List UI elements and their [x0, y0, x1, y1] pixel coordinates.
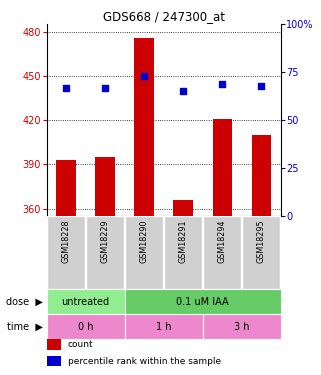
Bar [95, 157, 115, 216]
Text: dose  ▶: dose ▶ [6, 297, 43, 307]
Bar [213, 119, 232, 216]
Text: untreated: untreated [62, 297, 110, 307]
Bar [164, 216, 202, 289]
Point [220, 81, 225, 87]
Title: GDS668 / 247300_at: GDS668 / 247300_at [103, 10, 225, 23]
Text: GSM18294: GSM18294 [218, 220, 227, 263]
Bar [173, 200, 193, 216]
Bar [125, 289, 281, 314]
Text: 0.1 uM IAA: 0.1 uM IAA [177, 297, 229, 307]
Point [102, 85, 108, 91]
Bar [125, 314, 203, 339]
Bar [47, 356, 61, 366]
Bar [47, 339, 61, 350]
Bar [47, 289, 125, 314]
Point [259, 83, 264, 89]
Text: GSM18228: GSM18228 [62, 220, 71, 263]
Text: 1 h: 1 h [156, 322, 171, 332]
Text: GSM18229: GSM18229 [100, 220, 110, 263]
Text: 0 h: 0 h [78, 322, 93, 332]
Bar [47, 314, 125, 339]
Bar [242, 216, 281, 289]
Point [181, 88, 186, 94]
Text: GSM18290: GSM18290 [140, 220, 149, 263]
Point [64, 85, 69, 91]
Bar [47, 216, 85, 289]
Text: GSM18291: GSM18291 [179, 220, 188, 263]
Point [142, 73, 147, 79]
Bar [86, 216, 124, 289]
Bar [56, 160, 76, 216]
Bar [203, 314, 281, 339]
Bar [203, 216, 241, 289]
Bar [252, 135, 271, 216]
Text: time  ▶: time ▶ [7, 322, 43, 332]
Bar [125, 216, 163, 289]
Text: percentile rank within the sample: percentile rank within the sample [68, 357, 221, 366]
Text: 3 h: 3 h [234, 322, 249, 332]
Text: GSM18295: GSM18295 [257, 220, 266, 263]
Bar [134, 38, 154, 216]
Text: count: count [68, 340, 93, 349]
